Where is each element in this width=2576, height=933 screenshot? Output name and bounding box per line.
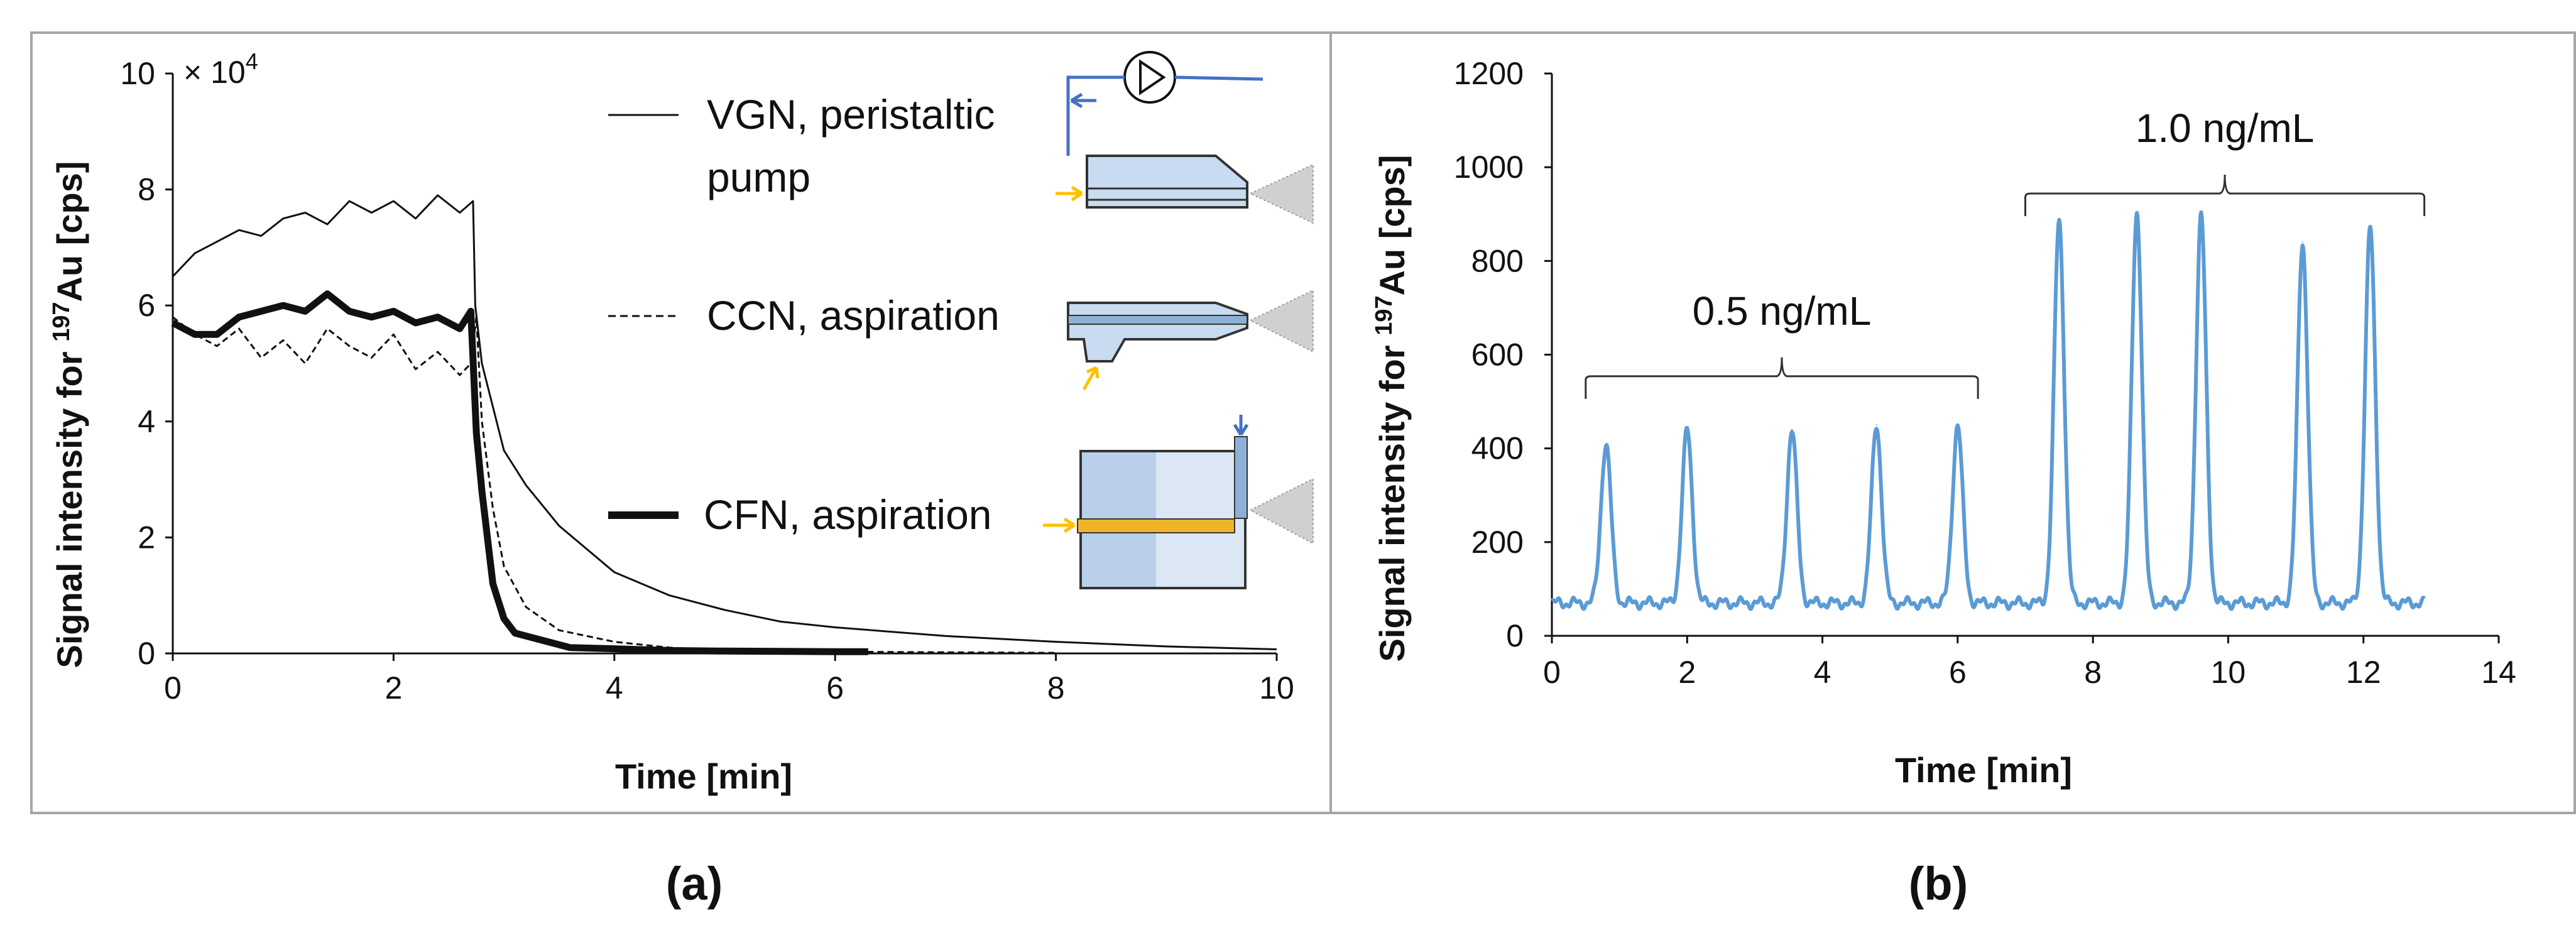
x-tick-label: 10 xyxy=(2211,655,2246,690)
series-line-ccn xyxy=(172,316,1056,654)
y-tick-label: 400 xyxy=(1471,431,1524,466)
x-tick-label: 6 xyxy=(1949,655,1967,690)
x-tick-label: 4 xyxy=(1814,655,1831,690)
vgn-nebulizer-body xyxy=(1086,155,1248,209)
peak-point xyxy=(2058,220,2060,222)
cfn-spray-cone xyxy=(1248,477,1314,545)
x-tick-label: 14 xyxy=(2481,655,2516,690)
y-tick-label: 1000 xyxy=(1454,150,1524,185)
cfn-nebulizer-schematic xyxy=(1043,415,1314,589)
x-tick-label: 0 xyxy=(1543,655,1561,690)
peak-point xyxy=(2136,211,2138,212)
legend-label-vgn-2: pump xyxy=(707,154,810,200)
peak-point xyxy=(1686,428,1688,430)
panel-a-frame xyxy=(30,31,1332,814)
multiplier-label: × 104 xyxy=(183,48,258,90)
peak-point xyxy=(1605,443,1607,445)
x-tick-label: 8 xyxy=(1047,670,1065,706)
y-tick-label: 10 xyxy=(120,56,155,91)
x-axis-label: Time [min] xyxy=(1895,750,2072,790)
panel-label-b: (b) xyxy=(1909,858,1968,910)
series-line-au-signal xyxy=(1550,210,2426,611)
vgn-nebulizer-schematic xyxy=(1056,51,1314,224)
legend-label-cfn: CFN, aspiration xyxy=(704,491,992,538)
legend-label-ccn: CCN, aspiration xyxy=(707,292,1000,339)
ccn-spray-cone xyxy=(1248,289,1314,353)
bracket-0 xyxy=(1585,357,1979,399)
y-tick-label: 600 xyxy=(1471,337,1524,373)
peristaltic-pump-icon xyxy=(1123,51,1176,104)
panel-b-frame xyxy=(1329,31,2576,814)
y-tick-label: 800 xyxy=(1471,243,1524,278)
chart-a: 0 2 4 6 8 10 0 2 4 6 8 10 × 104 Time [min] Signal i… xyxy=(48,48,1314,796)
x-axis-label: Time [min] xyxy=(615,756,792,796)
bracket-1 xyxy=(2024,174,2426,216)
y-tick-label: 200 xyxy=(1471,525,1524,560)
y-tick-label: 0 xyxy=(1506,618,1524,653)
peak-point xyxy=(2200,216,2202,217)
y-tick-label: 1200 xyxy=(1454,56,1524,91)
peak-point xyxy=(1957,424,1958,426)
x-tick-label: 0 xyxy=(164,670,182,706)
peak-point xyxy=(1875,424,1877,426)
legend-label-vgn-1: VGN, peristaltic xyxy=(707,91,995,138)
y-axis-label: Signal intensity for 197Au [cps] xyxy=(48,161,89,668)
y-tick-label: 4 xyxy=(138,404,155,439)
annotation-label-0: 0.5 ng/mL xyxy=(1693,288,1872,334)
y-tick-label: 2 xyxy=(138,520,155,555)
y-tick-label: 6 xyxy=(138,288,155,323)
y-tick-label: 8 xyxy=(138,172,155,207)
series-line-cfn xyxy=(171,290,868,655)
cfn-capillary xyxy=(1077,518,1235,533)
peak-point xyxy=(2301,241,2303,243)
chart-b: 0 2 4 6 8 10 12 14 0 200 400 600 800 1000 1200 0.5 ng/… xyxy=(1371,56,2516,790)
panel-label-a: (a) xyxy=(666,858,723,910)
ccn-nebulizer-schematic xyxy=(1067,289,1314,391)
vgn-spray-cone xyxy=(1248,163,1314,224)
x-tick-label: 8 xyxy=(2084,655,2102,690)
annotation-label-1: 1.0 ng/mL xyxy=(2136,106,2315,151)
x-tick-label: 2 xyxy=(385,670,402,706)
x-tick-label: 2 xyxy=(1678,655,1696,690)
x-tick-label: 6 xyxy=(826,670,844,706)
ccn-nebulizer-body xyxy=(1067,302,1248,363)
peak-point xyxy=(2369,227,2371,229)
x-tick-label: 10 xyxy=(1259,670,1294,706)
series-line-vgn xyxy=(172,194,1277,650)
y-tick-label: 0 xyxy=(138,636,155,671)
peak-point xyxy=(1791,428,1793,430)
y-axis-label: Signal intensity for 197Au [cps] xyxy=(1371,155,1412,662)
x-tick-label: 4 xyxy=(606,670,623,706)
x-tick-label: 12 xyxy=(2346,655,2381,690)
